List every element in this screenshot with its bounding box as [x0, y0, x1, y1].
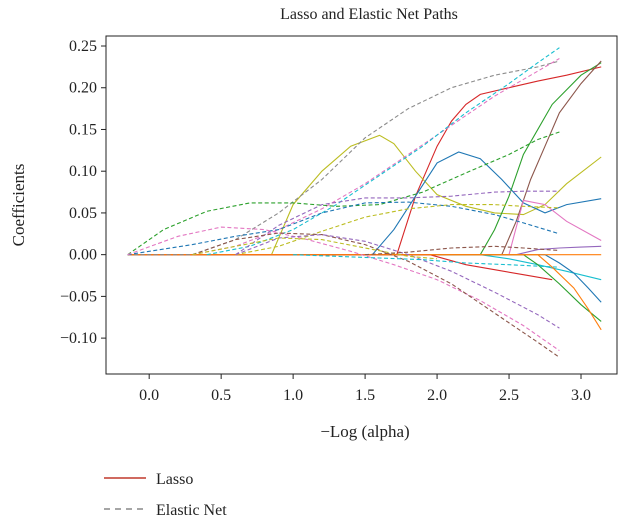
x-tick-label: 3.0: [571, 387, 591, 404]
elastic-net-path-23: [192, 237, 438, 260]
y-tick-label: 0.05: [69, 205, 97, 222]
x-tick-label: 1.0: [283, 387, 303, 404]
lasso-path-4: [127, 60, 602, 256]
legend-label-lasso: Lasso: [156, 471, 193, 488]
y-tick-label: −0.10: [60, 330, 97, 347]
lasso-path-0: [127, 66, 602, 256]
elastic-net-path-16: [127, 131, 560, 256]
y-tick-label: 0.25: [69, 38, 97, 55]
plot-area: [105, 35, 618, 375]
legend: Lasso Elastic Net: [104, 471, 227, 519]
x-tick-label: 0.0: [139, 387, 159, 404]
elastic-net-path-15: [206, 47, 560, 256]
y-tick-label: 0.10: [69, 163, 97, 180]
y-tick-label: −0.05: [60, 288, 97, 305]
y-axis: 0.25 0.20 0.15 0.10 0.05 0.00 −0.05 −0.10: [60, 38, 106, 347]
x-tick-label: 0.5: [211, 387, 231, 404]
x-axis: 0.0 0.5 1.0 1.5 2.0 2.5 3.0: [139, 374, 591, 404]
y-tick-label: 0.20: [69, 80, 97, 97]
y-axis-title: Coefficients: [9, 164, 28, 247]
x-tick-label: 2.5: [499, 387, 519, 404]
elastic-net-path-20: [127, 226, 560, 352]
x-axis-title: −Log (alpha): [320, 422, 409, 441]
lasso-path-1: [127, 134, 602, 256]
elastic-net-path-17: [235, 190, 560, 256]
lasso-path-9: [127, 254, 602, 322]
y-tick-label: 0.00: [69, 247, 97, 264]
legend-label-elastic-net: Elastic Net: [156, 502, 227, 519]
lasso-path-11: [127, 254, 553, 281]
elastic-net-path-19: [235, 204, 560, 256]
chart-title: Lasso and Elastic Net Paths: [280, 6, 458, 23]
elastic-net-path-21: [192, 232, 560, 358]
x-tick-label: 1.5: [355, 387, 375, 404]
elastic-net-path-24: [365, 245, 560, 256]
y-tick-label: 0.15: [69, 121, 97, 138]
elastic-net-path-22: [235, 234, 560, 329]
elastic-net-path-18: [127, 201, 560, 256]
lasso-path-8: [127, 254, 602, 303]
lasso-path-5: [127, 199, 602, 256]
lasso-path-3: [127, 62, 602, 256]
elastic-net-path-25: [293, 254, 560, 268]
lasso-path-2: [127, 151, 602, 256]
elastic-net-path-13: [127, 60, 560, 256]
lasso-path-6: [127, 245, 602, 256]
x-tick-label: 2.0: [427, 387, 447, 404]
series-layer: [127, 47, 602, 358]
elastic-net-path-14: [192, 58, 560, 256]
